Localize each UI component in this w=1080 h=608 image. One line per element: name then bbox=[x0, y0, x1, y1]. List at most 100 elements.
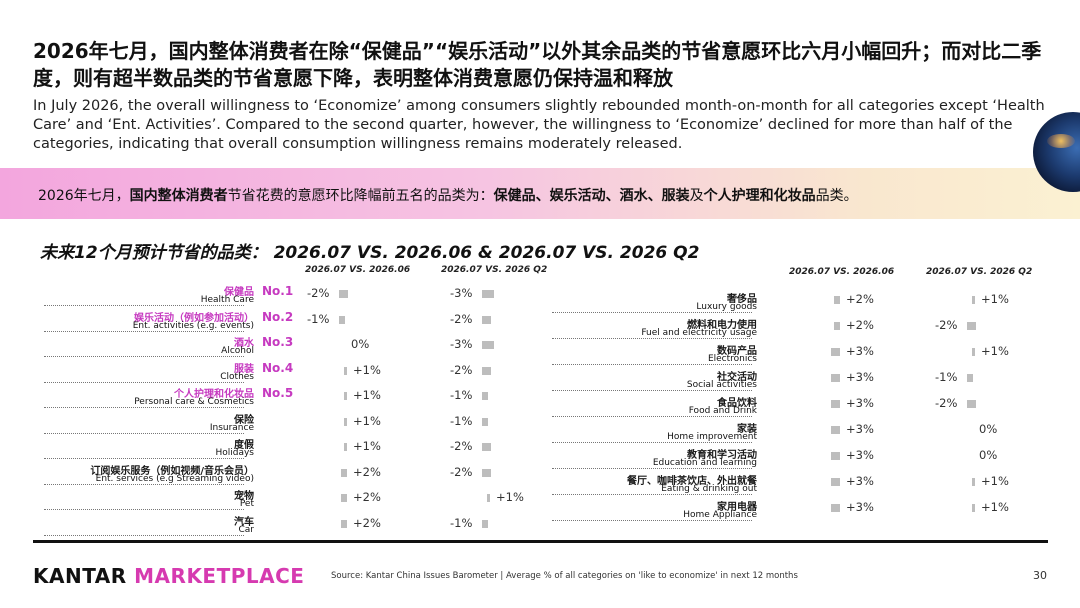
chart-title: 未来12个月预计节省的品类： 2026.07 VS. 2026.06 & 202… bbox=[40, 243, 700, 263]
left-row-2-qoq-bar bbox=[482, 341, 494, 349]
left-row-4-qoq-bar bbox=[482, 392, 488, 400]
right-row-1-category-cn: 燃料和电力使用 bbox=[687, 320, 757, 331]
right-row-0-mom-label: +2% bbox=[846, 292, 874, 306]
left-row-4-mom-bar bbox=[344, 392, 347, 400]
right-row-8-leader bbox=[552, 520, 752, 521]
left-row-5-mom-label: +1% bbox=[353, 413, 381, 428]
left-row-4-mom-label: +1% bbox=[353, 388, 381, 402]
left-row-8-mom-label: +2% bbox=[353, 490, 381, 504]
right-row-3-qoq-bar bbox=[967, 374, 973, 382]
left-row-2-qoq-label: -3% bbox=[450, 337, 473, 351]
left-row-3-qoq-bar bbox=[482, 366, 491, 375]
right-col-header-mom: 2026.07 VS. 2026.06 bbox=[789, 267, 895, 277]
source-note: Source: Kantar China Issues Barometer | … bbox=[331, 571, 798, 581]
left-row-0-category-cn: 保健品 bbox=[224, 287, 254, 298]
left-row-3-leader bbox=[44, 381, 244, 383]
left-row-2-rank-badge: No.3 bbox=[262, 335, 294, 349]
right-row-6-category-en: Education and learning bbox=[652, 458, 757, 468]
left-row-8-leader bbox=[44, 509, 244, 510]
left-col-header-mom: 2026.07 VS. 2026.06 bbox=[305, 265, 411, 275]
right-row-4-category-cn: 食品饮料 bbox=[717, 398, 757, 409]
right-row-0-mom-bar bbox=[834, 296, 840, 304]
left-row-7-qoq-label: -2% bbox=[450, 464, 473, 479]
left-row-5-qoq-label: -1% bbox=[450, 413, 473, 428]
left-row-6-qoq-bar bbox=[482, 443, 491, 451]
left-row-0-mom-bar bbox=[339, 290, 348, 298]
left-row-0-qoq-label: -3% bbox=[450, 286, 473, 300]
left-row-1-qoq-bar bbox=[482, 315, 491, 324]
left-row-3-category-cn: 服装 bbox=[234, 363, 254, 375]
left-row-8-mom-bar bbox=[341, 494, 347, 502]
right-row-4-mom-label: +3% bbox=[846, 396, 874, 410]
right-row-2-mom-label: +3% bbox=[846, 344, 874, 358]
left-row-5-mom-bar bbox=[344, 417, 347, 426]
left-row-1-mom-label: -1% bbox=[307, 311, 330, 326]
right-row-5-leader bbox=[552, 442, 752, 443]
right-row-6-mom-label: +3% bbox=[846, 448, 874, 462]
right-row-6-qoq-label: 0% bbox=[979, 448, 998, 462]
left-row-6-mom-bar bbox=[344, 443, 347, 451]
right-row-2-qoq-label: +1% bbox=[981, 344, 1009, 358]
right-row-0-qoq-label: +1% bbox=[981, 292, 1009, 306]
left-row-1-mom-bar bbox=[339, 315, 345, 324]
right-row-6-mom-bar bbox=[831, 452, 840, 460]
left-row-5-category-cn: 保险 bbox=[234, 414, 254, 426]
right-row-7-category-en: Eating & drinking out bbox=[661, 484, 757, 494]
left-row-9-category-cn: 汽车 bbox=[234, 516, 254, 528]
left-row-2-category-en: Alcohol bbox=[221, 346, 254, 356]
right-row-7-leader bbox=[552, 494, 752, 495]
left-row-4-qoq-label: -1% bbox=[450, 388, 473, 402]
left-row-1-category-en: Ent. activities (e.g. events) bbox=[132, 320, 254, 331]
left-row-7-mom-bar bbox=[341, 468, 347, 477]
right-row-8-qoq-label: +1% bbox=[981, 500, 1009, 514]
left-row-1-category-cn: 娱乐活动（例如参加活动） bbox=[134, 312, 254, 324]
left-row-3-rank-badge: No.4 bbox=[262, 360, 294, 375]
left-row-3-qoq-label: -2% bbox=[450, 362, 473, 377]
left-row-8-qoq-label: +1% bbox=[496, 490, 524, 504]
right-row-8-mom-bar bbox=[831, 504, 840, 512]
left-row-7-qoq-bar bbox=[482, 468, 491, 477]
right-row-5-category-cn: 家装 bbox=[737, 424, 757, 435]
right-row-7-mom-label: +3% bbox=[846, 474, 874, 488]
left-row-9-mom-bar bbox=[341, 519, 347, 528]
left-row-2-mom-label: 0% bbox=[351, 337, 370, 351]
left-row-4-category-en: Personal care & Cosmetics bbox=[134, 397, 254, 407]
left-row-0-leader bbox=[44, 305, 244, 306]
left-row-6-category-en: Holidays bbox=[215, 448, 254, 458]
left-row-8-category-cn: 宠物 bbox=[234, 491, 254, 502]
left-row-7-category-cn: 订阅娱乐服务（例如视频/音乐会员） bbox=[90, 465, 254, 477]
left-row-8-qoq-bar bbox=[487, 494, 490, 502]
right-row-5-mom-label: +3% bbox=[846, 422, 874, 436]
left-row-0-mom-label: -2% bbox=[307, 286, 330, 300]
right-row-1-qoq-label: -2% bbox=[935, 318, 958, 332]
right-row-3-qoq-label: -1% bbox=[935, 370, 958, 384]
left-row-6-qoq-label: -2% bbox=[450, 439, 473, 453]
left-row-1-rank-badge: No.2 bbox=[262, 309, 294, 324]
right-row-8-mom-label: +3% bbox=[846, 500, 874, 514]
footer-divider bbox=[33, 540, 1048, 543]
left-row-2-leader bbox=[44, 356, 244, 357]
right-row-0-qoq-bar bbox=[972, 296, 975, 304]
right-row-5-mom-bar bbox=[831, 426, 840, 434]
left-row-0-category-en: Health Care bbox=[200, 295, 254, 305]
right-col-header-qoq: 2026.07 VS. 2026 Q2 bbox=[926, 267, 1033, 277]
right-row-4-qoq-label: -2% bbox=[935, 396, 958, 410]
left-col-header-qoq: 2026.07 VS. 2026 Q2 bbox=[441, 265, 548, 275]
right-row-6-leader bbox=[552, 468, 752, 469]
left-row-5-category-en: Insurance bbox=[209, 422, 254, 433]
left-row-4-category-cn: 个人护理和化妆品 bbox=[174, 389, 254, 400]
left-row-8-category-en: Pet bbox=[239, 499, 254, 509]
right-row-4-leader bbox=[552, 416, 752, 417]
right-row-4-category-en: Food and Drink bbox=[688, 406, 757, 416]
right-row-2-category-en: Electronics bbox=[707, 354, 757, 364]
right-row-4-mom-bar bbox=[831, 400, 840, 408]
left-row-9-mom-label: +2% bbox=[353, 515, 381, 530]
left-row-6-leader bbox=[44, 458, 244, 459]
right-row-0-leader bbox=[552, 312, 752, 313]
right-row-7-qoq-bar bbox=[972, 478, 975, 486]
page-title: 2026年七月，国内整体消费者在除“保健品”“娱乐活动”以外其余品类的节省意愿环… bbox=[33, 39, 1042, 90]
left-row-6-category-cn: 度假 bbox=[234, 440, 254, 451]
left-row-0-rank-badge: No.1 bbox=[262, 284, 294, 298]
left-row-3-category-en: Clothes bbox=[220, 371, 254, 382]
right-row-5-qoq-label: 0% bbox=[979, 422, 998, 436]
